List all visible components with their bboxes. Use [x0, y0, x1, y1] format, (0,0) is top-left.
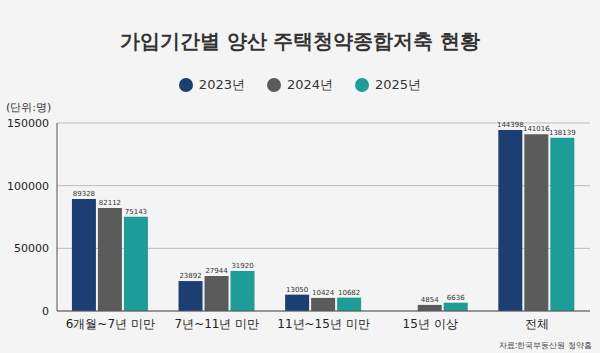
html-text:자료:한국부동산원 청약홈: 자료:한국부동산원 청약홈	[498, 341, 592, 350]
html-text:2024년: 2024년	[287, 77, 333, 92]
svg-text:10682: 10682	[338, 289, 360, 297]
html-text:2025년: 2025년	[375, 77, 422, 92]
svg-text:23892: 23892	[179, 272, 201, 280]
html-text:(단위:명): (단위:명)	[6, 101, 52, 114]
svg-text:6636: 6636	[447, 294, 465, 302]
svg-text:4854: 4854	[421, 296, 439, 304]
svg-text:89328: 89328	[73, 190, 95, 198]
svg-text:0: 0	[42, 305, 49, 318]
svg-text:15년 이상: 15년 이상	[403, 317, 458, 331]
svg-text:141016: 141016	[523, 125, 550, 133]
svg-text:11년~15년 미만: 11년~15년 미만	[277, 317, 369, 331]
svg-text:31920: 31920	[231, 262, 253, 270]
svg-text:100000: 100000	[7, 180, 49, 193]
svg-text:7년~11년 미만: 7년~11년 미만	[175, 317, 260, 331]
svg-text:75143: 75143	[125, 208, 147, 216]
svg-text:10424: 10424	[312, 289, 335, 297]
svg-text:50000: 50000	[14, 242, 49, 255]
svg-text:138139: 138139	[549, 129, 576, 137]
svg-text:150000: 150000	[7, 117, 49, 130]
svg-text:27944: 27944	[205, 267, 228, 275]
svg-text:82112: 82112	[99, 199, 121, 207]
svg-text:13050: 13050	[286, 286, 308, 294]
html-text:가입기간별 양산 주택청약종합저축 현황: 가입기간별 양산 주택청약종합저축 현황	[119, 29, 481, 53]
svg-text:6개월~7년 미만: 6개월~7년 미만	[66, 317, 155, 331]
svg-text:전체: 전체	[525, 317, 549, 331]
svg-text:144398: 144398	[497, 121, 524, 129]
html-text:2023년: 2023년	[198, 77, 245, 92]
